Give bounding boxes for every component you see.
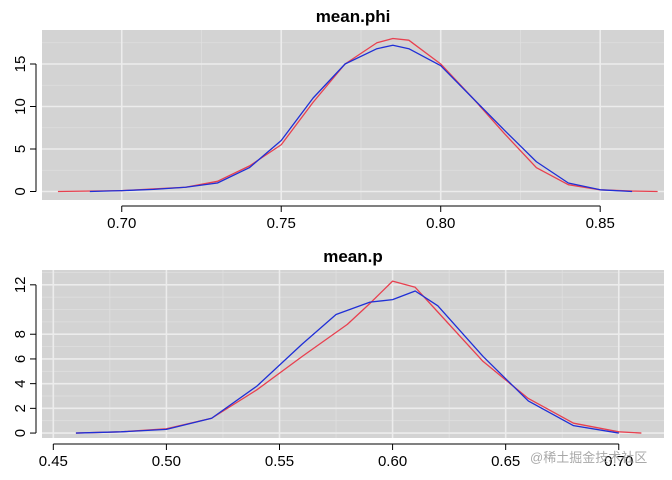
x-tick-label: 0.75 xyxy=(267,215,296,232)
density-line-blue xyxy=(75,290,619,434)
x-tick-label: 0.45 xyxy=(39,453,68,470)
density-line-blue xyxy=(89,44,633,193)
x-tick-label: 0.85 xyxy=(586,215,615,232)
x-tick-label: 0.55 xyxy=(265,453,294,470)
y-tick-label: 2 xyxy=(12,404,29,412)
x-tick-label: 0.65 xyxy=(491,453,520,470)
y-tick-label: 4 xyxy=(12,379,29,387)
x-tick-label: 0.70 xyxy=(604,453,633,470)
x-tick-label: 0.70 xyxy=(107,215,136,232)
watermark-text: @稀土掘金技术社区 xyxy=(530,450,647,465)
panel-mean-p: mean.p 0.45 0.50 0.55 0.60 0.65 0.70 0 2 4 6 8 12 xyxy=(12,247,664,470)
y-tick-label: 0 xyxy=(12,187,29,195)
y-tick-label: 15 xyxy=(12,56,29,73)
panel-mean-phi: mean.phi 0.70 0.75 0.80 0.85 0 5 10 15 xyxy=(12,7,664,232)
y-tick-label: 10 xyxy=(12,98,29,115)
plot-background xyxy=(42,30,664,200)
x-tick-label: 0.60 xyxy=(378,453,407,470)
y-tick-label: 12 xyxy=(12,276,29,293)
panel-title: mean.p xyxy=(323,247,383,266)
x-tick-label: 0.50 xyxy=(152,453,181,470)
y-tick-label: 8 xyxy=(12,330,29,338)
y-tick-label: 6 xyxy=(12,355,29,363)
panel-title: mean.phi xyxy=(316,7,391,26)
y-tick-label: 5 xyxy=(12,145,29,153)
plot-background xyxy=(42,270,664,438)
x-tick-label: 0.80 xyxy=(426,215,455,232)
y-tick-label: 0 xyxy=(12,429,29,437)
